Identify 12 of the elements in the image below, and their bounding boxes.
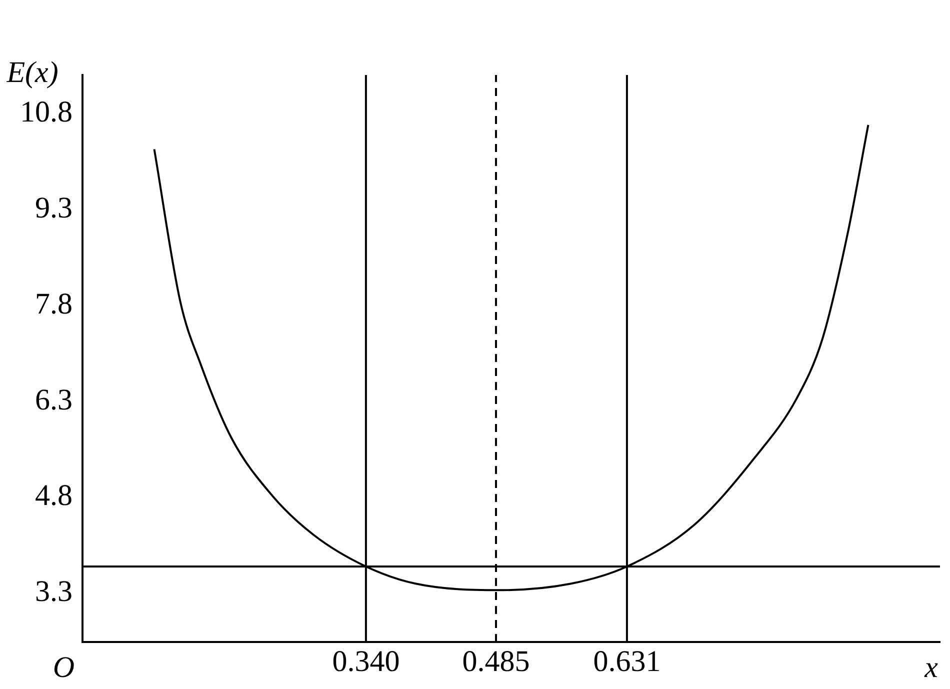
y-tick-label: 7.8 bbox=[35, 287, 72, 320]
y-tick-label: 6.3 bbox=[35, 383, 72, 416]
y-tick-label: 4.8 bbox=[35, 479, 72, 512]
y-tick-label: 9.3 bbox=[35, 191, 72, 224]
x-tick-label: 0.340 bbox=[332, 644, 400, 678]
x-tick-label: 0.631 bbox=[593, 644, 661, 678]
x-tick-label: 0.485 bbox=[462, 644, 530, 678]
y-axis-title: E(x) bbox=[6, 56, 58, 89]
y-tick-label: 3.3 bbox=[35, 575, 72, 608]
y-tick-label: 10.8 bbox=[20, 95, 72, 128]
x-axis-title: x bbox=[924, 650, 939, 684]
text: O bbox=[52, 650, 74, 684]
